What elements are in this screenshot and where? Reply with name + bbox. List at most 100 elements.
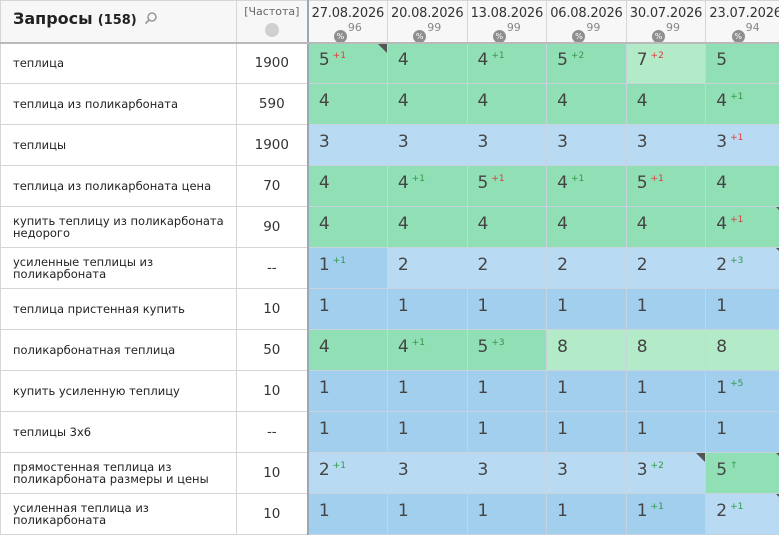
position-cell[interactable]: 3	[546, 452, 627, 494]
position-cell[interactable]: 1	[546, 411, 627, 453]
query-cell[interactable]: теплицы	[0, 124, 237, 166]
position-cell[interactable]: 3	[546, 124, 627, 166]
position-cell[interactable]: 4	[625, 206, 707, 248]
position-cell[interactable]: 5 ↑	[705, 452, 779, 494]
position-cell[interactable]: 1	[705, 288, 779, 330]
position-cell[interactable]: 4	[307, 165, 388, 207]
position-cell[interactable]: 3	[386, 452, 468, 494]
position-cell[interactable]: 4	[307, 329, 388, 371]
position-cell[interactable]: 8	[546, 329, 627, 371]
position-cell[interactable]: 5 +1	[307, 42, 388, 84]
date-column-header[interactable]: 23.07.2026 %94	[705, 0, 779, 44]
query-cell[interactable]: купить усиленную теплицу	[0, 370, 237, 412]
position-cell[interactable]: 1	[386, 370, 468, 412]
table-row: теплица пристенная купить 10 1 1 1 1 1 1	[0, 288, 779, 330]
position-cell[interactable]: 4	[705, 165, 779, 207]
position-cell[interactable]: 5 +2	[546, 42, 627, 84]
position-cell[interactable]: 4 +1	[705, 83, 779, 125]
globe-icon[interactable]	[264, 23, 279, 37]
position-cell[interactable]: 2	[466, 247, 548, 289]
position-cell[interactable]: 3	[466, 452, 548, 494]
position-cell[interactable]: 5	[705, 42, 779, 84]
date-column-header[interactable]: 27.08.2026 %96	[307, 0, 388, 44]
position-cell[interactable]: 4	[625, 83, 707, 125]
position-cell[interactable]: 4	[466, 83, 548, 125]
position-value: 4	[477, 214, 489, 234]
position-cell[interactable]: 2 +1	[705, 493, 779, 535]
position-cell[interactable]: 4	[386, 83, 468, 125]
position-cell[interactable]: 1	[546, 493, 627, 535]
position-cell[interactable]: 2	[546, 247, 627, 289]
query-cell[interactable]: усиленная теплица из поликарбоната	[0, 493, 237, 535]
query-cell[interactable]: теплицы 3х6	[0, 411, 237, 453]
position-cell[interactable]: 4 +1	[386, 165, 468, 207]
percent-icon: %	[333, 30, 347, 41]
position-cell[interactable]: 1	[705, 411, 779, 453]
query-cell[interactable]: теплица из поликарбоната цена	[0, 165, 237, 207]
query-cell[interactable]: поликарбонатная теплица	[0, 329, 237, 371]
position-cell[interactable]: 1	[546, 370, 627, 412]
date-column-header[interactable]: 20.08.2026 %99	[386, 0, 468, 44]
position-cell[interactable]: 3	[466, 124, 548, 166]
position-cell[interactable]: 2 +1	[307, 452, 388, 494]
position-cell[interactable]: 5 +1	[466, 165, 548, 207]
position-cell[interactable]: 2	[625, 247, 707, 289]
position-value: 3	[636, 460, 648, 480]
position-cell[interactable]: 1	[466, 411, 548, 453]
position-cell[interactable]: 1 +1	[625, 493, 707, 535]
position-cell[interactable]: 1	[466, 493, 548, 535]
position-cell[interactable]: 3 +1	[705, 124, 779, 166]
position-cell[interactable]: 3	[386, 124, 468, 166]
frequency-header[interactable]: [Частота]	[235, 0, 309, 44]
queries-header[interactable]: Запросы (158)	[0, 0, 237, 44]
position-cell[interactable]: 1	[386, 411, 468, 453]
position-cell[interactable]: 4 +1	[546, 165, 627, 207]
position-cell[interactable]: 4	[386, 42, 468, 84]
corner-marker-icon	[776, 207, 779, 216]
position-cell[interactable]: 4 +1	[705, 206, 779, 248]
position-cell[interactable]: 3	[625, 124, 707, 166]
position-cell[interactable]: 2	[386, 247, 468, 289]
position-cell[interactable]: 1	[625, 288, 707, 330]
position-cell[interactable]: 1 +5	[705, 370, 779, 412]
query-cell[interactable]: теплица из поликарбоната	[0, 83, 237, 125]
date-column-header[interactable]: 30.07.2026 %99	[625, 0, 707, 44]
position-cell[interactable]: 1	[466, 370, 548, 412]
position-cell[interactable]: 2 +3	[705, 247, 779, 289]
position-cell[interactable]: 4	[546, 206, 627, 248]
position-cell[interactable]: 8	[705, 329, 779, 371]
position-cell[interactable]: 1	[307, 493, 388, 535]
search-icon[interactable]	[144, 11, 158, 25]
query-cell[interactable]: прямостенная теплица из поликарбоната ра…	[0, 452, 237, 494]
position-cell[interactable]: 4	[466, 206, 548, 248]
position-cell[interactable]: 7 +2	[625, 42, 707, 84]
position-cell[interactable]: 4	[386, 206, 468, 248]
position-cell[interactable]: 4	[307, 83, 388, 125]
date-column-header[interactable]: 13.08.2026 %99	[466, 0, 548, 44]
query-cell[interactable]: усиленные теплицы из поликарбоната	[0, 247, 237, 289]
position-cell[interactable]: 1	[386, 493, 468, 535]
position-value: 3	[636, 132, 648, 152]
position-cell[interactable]: 1	[307, 288, 388, 330]
position-cell[interactable]: 4	[546, 83, 627, 125]
query-cell[interactable]: теплица	[0, 42, 237, 84]
position-cell[interactable]: 8	[625, 329, 707, 371]
position-cell[interactable]: 4 +1	[386, 329, 468, 371]
position-cell[interactable]: 1	[466, 288, 548, 330]
position-cell[interactable]: 3 +2	[625, 452, 707, 494]
position-cell[interactable]: 1	[386, 288, 468, 330]
position-cell[interactable]: 3	[307, 124, 388, 166]
position-cell[interactable]: 1	[625, 411, 707, 453]
position-cell[interactable]: 5 +1	[625, 165, 707, 207]
query-cell[interactable]: теплица пристенная купить	[0, 288, 237, 330]
position-cell[interactable]: 4	[307, 206, 388, 248]
position-cell[interactable]: 1 +1	[307, 247, 388, 289]
date-column-header[interactable]: 06.08.2026 %99	[546, 0, 627, 44]
position-cell[interactable]: 1	[546, 288, 627, 330]
query-cell[interactable]: купить теплицу из поликарбоната недорого	[0, 206, 237, 248]
position-cell[interactable]: 1	[307, 370, 388, 412]
position-cell[interactable]: 1	[625, 370, 707, 412]
position-cell[interactable]: 1	[307, 411, 388, 453]
position-cell[interactable]: 4 +1	[466, 42, 548, 84]
position-cell[interactable]: 5 +3	[466, 329, 548, 371]
